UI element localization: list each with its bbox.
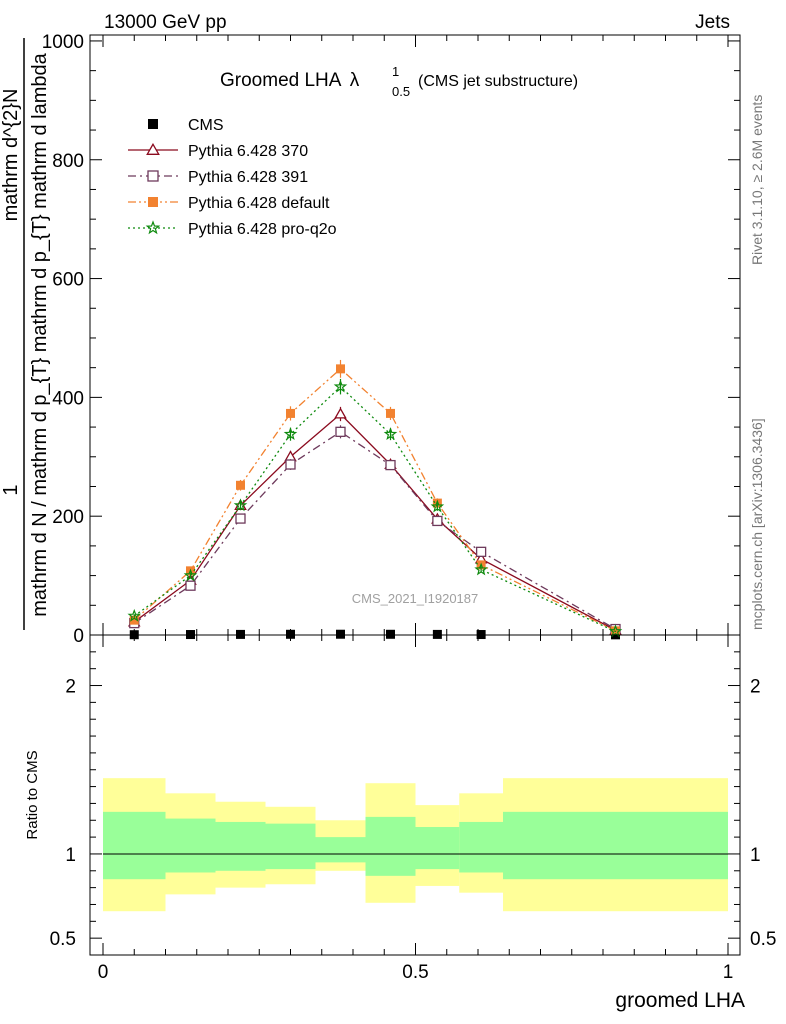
main-ytick-label: 800 — [52, 151, 84, 172]
chart-title: Groomed LHA λ — [220, 70, 360, 91]
series-4 — [127, 378, 623, 638]
legend-entry: CMS — [148, 117, 224, 134]
data-point — [283, 427, 298, 440]
ratio-ytick-label: 1 — [65, 845, 76, 866]
chart-subtitle: (CMS jet substructure) — [418, 73, 578, 90]
legend-label: Pythia 6.428 391 — [188, 169, 308, 186]
data-point — [183, 568, 198, 582]
data-point — [335, 426, 346, 437]
main-ytick-label: 0 — [73, 626, 84, 647]
data-point — [334, 407, 347, 419]
ylabel-fraction-top: 1 — [0, 484, 22, 495]
data-point — [475, 546, 487, 557]
data-point — [474, 562, 488, 576]
data-point — [129, 615, 139, 625]
ratio-frame — [89, 634, 741, 956]
ylabel-denominator: mathrm d N / mathrm d p_{T} mathrm d p_{… — [29, 52, 51, 616]
legend-label: Pythia 6.428 370 — [188, 143, 308, 160]
ratio-tick-labels: 0.5 0.5 1 1 2 2 0 0.5 1 — [50, 677, 777, 983]
analysis-label: CMS_2021_I1920187 — [352, 591, 479, 606]
legend-entry: Pythia 6.428 default — [128, 195, 330, 212]
legend-entry: Pythia 6.428 391 — [128, 169, 308, 186]
mcplots-label: mcplots.cern.ch [arXiv:1306.3436] — [749, 418, 765, 630]
rivet-label: Rivet 3.1.10, ≥ 2.6M events — [749, 95, 765, 265]
data-point — [608, 624, 623, 638]
legend-label: Pythia 6.428 default — [188, 195, 330, 212]
chart-title-sub: 0.5 — [392, 84, 410, 99]
data-point — [386, 408, 395, 418]
ratio-band-inner — [503, 811, 728, 880]
main-ytick-label: 400 — [52, 388, 84, 409]
xtick-label: 0.5 — [402, 962, 428, 983]
data-point — [336, 629, 345, 639]
data-point — [233, 498, 248, 512]
energy-label: 13000 GeV pp — [104, 12, 227, 33]
main-ylabel: 1 mathrm d^{2}N mathrm d N / mathrm d p_… — [0, 38, 51, 630]
series-line — [133, 367, 616, 632]
legend-marker — [145, 220, 161, 235]
ratio-ytick-label: 2 — [65, 677, 76, 698]
xtick-label: 1 — [723, 962, 734, 983]
main-series — [127, 359, 623, 640]
series-line — [133, 431, 616, 630]
ratio-axis-ticks — [90, 635, 740, 955]
ratio-band-inner — [459, 821, 503, 873]
data-point — [385, 459, 396, 471]
legend-entry: Pythia 6.428 370 — [128, 142, 308, 160]
ratio-band-inner — [103, 811, 166, 880]
legend-label: CMS — [188, 117, 224, 134]
legend-marker — [147, 170, 159, 182]
ratio-band-inner — [365, 816, 416, 876]
main-axis-ticks — [90, 35, 740, 636]
ratio-band-inner — [265, 823, 316, 870]
data-point — [430, 499, 445, 513]
xlabel: groomed LHA — [615, 989, 745, 1012]
legend-entry: Pythia 6.428 pro-q2o — [128, 220, 337, 238]
xtick-label: 0 — [98, 962, 109, 983]
data-point — [336, 364, 345, 374]
chart-title-sup: 1 — [392, 64, 399, 79]
ratio-band-inner — [315, 837, 366, 863]
data-point — [236, 629, 245, 639]
data-point — [286, 408, 295, 418]
ratio-ytick-label: 0.5 — [50, 929, 76, 950]
category-label: Jets — [695, 12, 730, 33]
ratio-band-inner — [165, 818, 216, 873]
ratio-panel: 0.5 0.5 1 1 2 2 0 0.5 1 Ratio to CMS groomed LHA — [24, 634, 777, 1012]
ylabel-numerator: mathrm d^{2}N — [0, 89, 22, 222]
main-ytick-label: 600 — [52, 270, 84, 291]
data-point — [236, 480, 245, 490]
main-panel: 0 200 400 600 800 1000 CMS_2021_I1920187 Groo… — [0, 32, 741, 647]
data-point — [383, 427, 398, 440]
main-ytick-label: 200 — [52, 507, 84, 528]
legend-marker — [148, 197, 158, 207]
ratio-bands — [103, 778, 728, 912]
data-point — [333, 379, 348, 393]
legend-marker — [146, 142, 160, 155]
ratio-ytick-label-right: 2 — [750, 677, 761, 698]
main-ytick-labels: 0 200 400 600 800 1000 — [42, 32, 84, 647]
data-point — [432, 515, 443, 527]
ratio-ytick-label-right: 0.5 — [750, 929, 776, 950]
data-point — [386, 629, 395, 639]
ratio-ytick-label-right: 1 — [750, 845, 761, 866]
data-point — [285, 459, 296, 470]
legend: CMS Pythia 6.428 370 Pythia 6.428 391 Pythi… — [128, 117, 337, 238]
ratio-band-inner — [215, 821, 266, 871]
legend-marker — [148, 119, 158, 129]
ratio-ylabel: Ratio to CMS — [24, 750, 41, 839]
data-point — [432, 629, 442, 639]
data-point — [235, 513, 246, 524]
legend-label: Pythia 6.428 pro-q2o — [188, 221, 337, 238]
ratio-band-inner — [415, 827, 460, 870]
main-ytick-label: 1000 — [42, 32, 84, 53]
data-point — [286, 629, 295, 639]
data-point — [127, 608, 142, 622]
data-point — [185, 580, 196, 591]
